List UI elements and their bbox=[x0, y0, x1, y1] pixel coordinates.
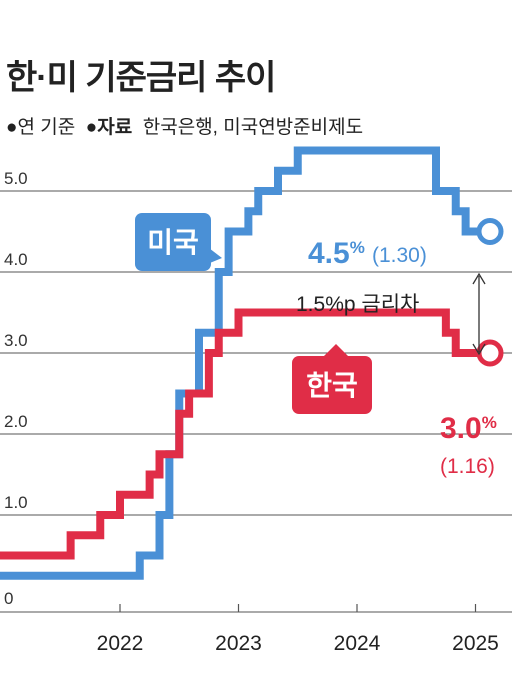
series-lines bbox=[0, 146, 504, 580]
source-text: 한국은행, 미국연방준비제도 bbox=[142, 117, 364, 138]
callout-us: 미국 bbox=[135, 213, 222, 271]
spread-annotation: 1.5%p 금리차 bbox=[296, 272, 486, 356]
x-tick-label: 2025 bbox=[452, 632, 499, 655]
end-value: 3.0% bbox=[440, 412, 497, 445]
x-tick-label: 2023 bbox=[215, 632, 262, 655]
chart-title: 한·미 기준금리 추이 bbox=[6, 59, 276, 97]
end-label-kr: 3.0% (1.16) bbox=[440, 412, 497, 478]
y-tick-label: 1.0 bbox=[4, 493, 28, 512]
end-value-number: 3.0 bbox=[440, 412, 482, 445]
unit-note: ●연 기준 bbox=[6, 117, 76, 138]
end-value-unit: % bbox=[350, 238, 365, 257]
callout-box bbox=[135, 213, 211, 271]
y-tick-label: 3.0 bbox=[4, 331, 28, 350]
end-value-number: 4.5 bbox=[308, 237, 350, 270]
end-label-us: 4.5% (1.30) bbox=[308, 237, 427, 270]
end-value-unit: % bbox=[482, 413, 497, 432]
chart-meta: ●연 기준 ●자료 한국은행, 미국연방준비제도 bbox=[6, 112, 363, 139]
y-tick-label: 4.0 bbox=[4, 250, 28, 269]
axis-ticks: 5.0 4.0 3.0 2.0 1.0 0 2022 2023 2024 2025 bbox=[4, 169, 499, 655]
x-tick-label: 2022 bbox=[97, 632, 144, 655]
y-tick-label: 0 bbox=[4, 589, 13, 608]
series-name: 미국 bbox=[147, 227, 199, 258]
x-tick-label: 2024 bbox=[334, 632, 381, 655]
y-tick-label: 5.0 bbox=[4, 169, 28, 188]
end-note: (1.30) bbox=[372, 244, 427, 267]
spread-arrow-head-top bbox=[472, 272, 486, 285]
y-tick-label: 2.0 bbox=[4, 412, 28, 431]
end-value: 4.5% bbox=[308, 237, 365, 270]
series-name: 한국 bbox=[306, 370, 358, 401]
series-line-us bbox=[0, 146, 484, 580]
callout-tail bbox=[320, 344, 352, 360]
source-label: ●자료 bbox=[85, 117, 133, 138]
spread-arrow-head-bottom bbox=[472, 343, 486, 356]
callout-tail bbox=[205, 245, 222, 265]
grid-lines bbox=[0, 190, 512, 613]
spread-label: 1.5%p 금리차 bbox=[296, 293, 419, 316]
end-marker-kr bbox=[476, 339, 504, 367]
end-note: (1.16) bbox=[440, 455, 495, 478]
callout-box bbox=[292, 356, 372, 414]
end-marker-us bbox=[476, 218, 504, 245]
series-line-kr bbox=[0, 308, 484, 560]
callout-kr: 한국 bbox=[292, 344, 372, 414]
